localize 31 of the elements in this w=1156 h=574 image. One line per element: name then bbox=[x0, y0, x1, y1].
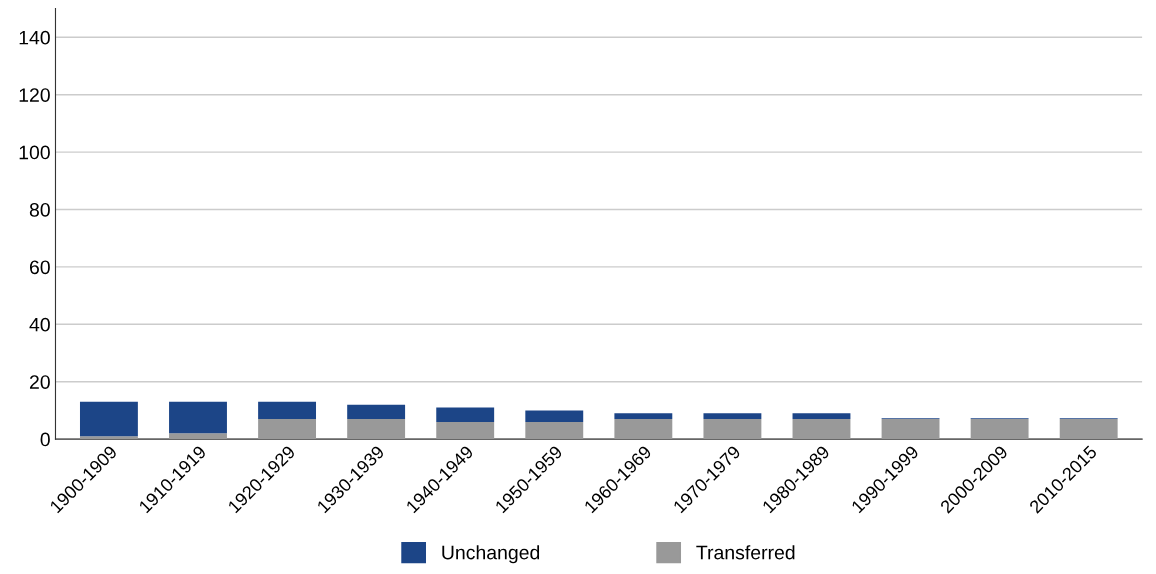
legend-label: Unchanged bbox=[442, 545, 540, 564]
y-tick-label: 20 bbox=[29, 375, 50, 389]
y-tick-label: 60 bbox=[29, 260, 50, 275]
bar bbox=[347, 419, 406, 440]
bar bbox=[258, 401, 317, 420]
bar bbox=[258, 419, 317, 440]
bar bbox=[614, 419, 673, 440]
y-tick-label: 0 bbox=[40, 432, 50, 447]
bar bbox=[614, 413, 673, 420]
bar bbox=[970, 419, 1029, 440]
y-tick-label: 120 bbox=[19, 88, 50, 102]
bar bbox=[436, 421, 495, 440]
bar bbox=[792, 419, 851, 440]
bar bbox=[703, 419, 762, 440]
bar bbox=[347, 404, 406, 420]
bar bbox=[169, 433, 227, 440]
bar bbox=[525, 410, 584, 422]
bar bbox=[79, 401, 138, 437]
y-tick-label: 140 bbox=[19, 30, 50, 45]
y-tick-label: 100 bbox=[19, 145, 50, 160]
bar bbox=[525, 421, 584, 440]
bar bbox=[1059, 419, 1118, 440]
bar bbox=[169, 401, 227, 434]
bar bbox=[881, 419, 940, 440]
bar bbox=[436, 407, 495, 422]
bar bbox=[792, 413, 851, 420]
bar bbox=[79, 436, 138, 440]
y-tick-label: 40 bbox=[29, 317, 50, 332]
y-tick-label: 80 bbox=[29, 202, 50, 217]
bar bbox=[703, 413, 762, 420]
legend-label: Transferred bbox=[696, 545, 795, 560]
